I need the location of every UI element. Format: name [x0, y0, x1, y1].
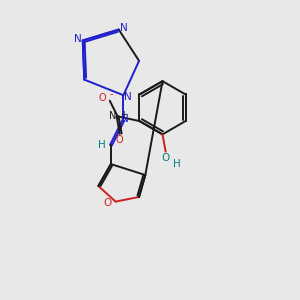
Text: O: O [98, 93, 106, 103]
Text: H: H [98, 140, 105, 150]
Text: O: O [103, 198, 112, 208]
Text: O: O [115, 135, 123, 145]
Text: N: N [109, 111, 117, 122]
Text: -: - [110, 89, 113, 100]
Text: N: N [74, 34, 82, 44]
Text: N: N [121, 114, 129, 124]
Text: +: + [120, 110, 127, 118]
Text: N: N [119, 23, 127, 33]
Text: N: N [124, 92, 132, 102]
Text: O: O [161, 153, 170, 163]
Text: H: H [173, 159, 181, 169]
